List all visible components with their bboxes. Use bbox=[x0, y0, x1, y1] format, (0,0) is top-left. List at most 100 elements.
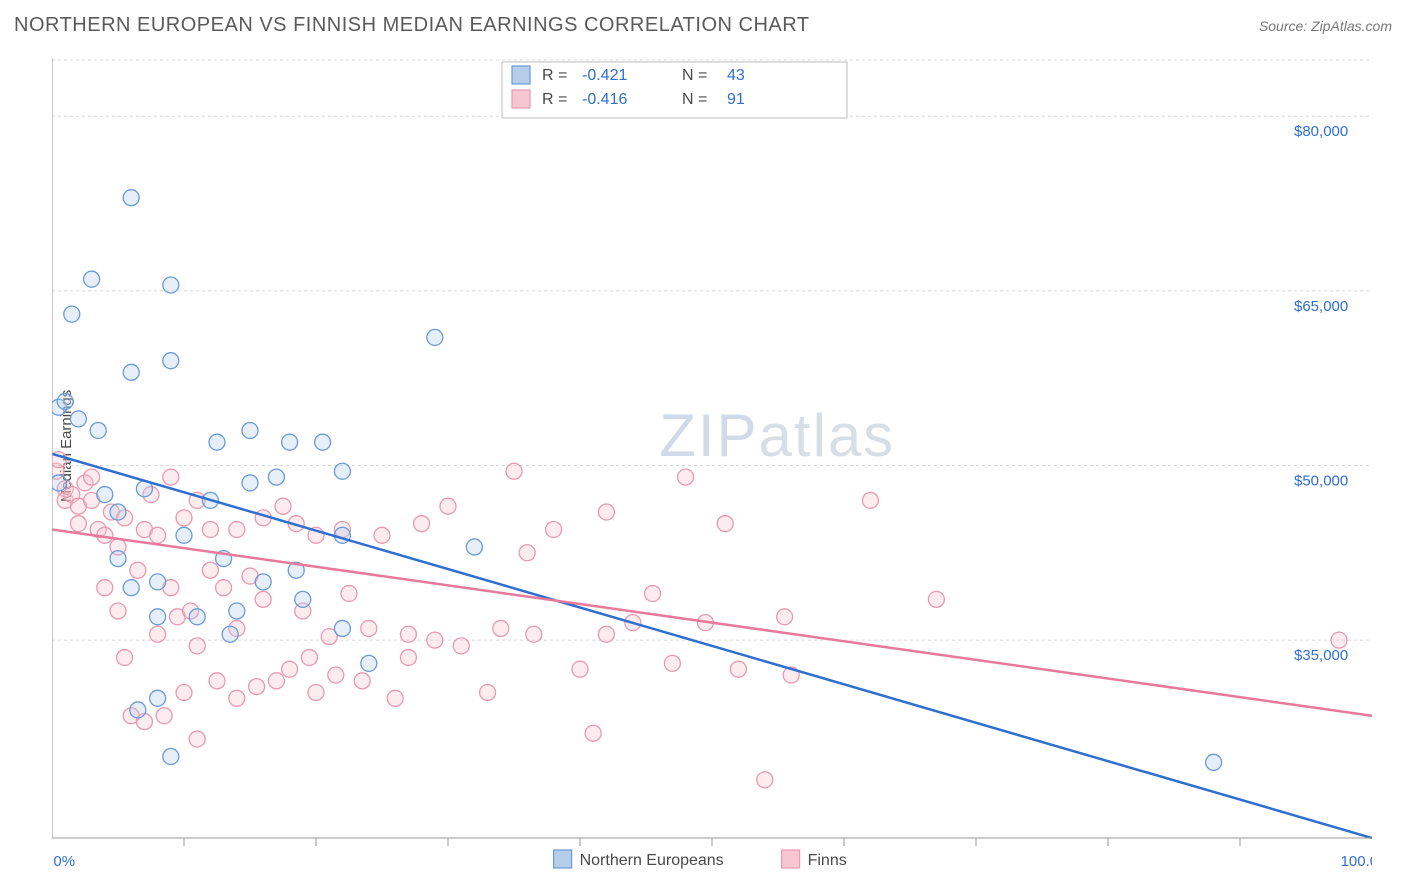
data-point bbox=[110, 504, 126, 520]
series-label: Northern Europeans bbox=[580, 852, 724, 869]
data-point bbox=[176, 527, 192, 543]
data-point bbox=[110, 551, 126, 567]
data-point bbox=[70, 516, 86, 532]
data-point bbox=[466, 539, 482, 555]
data-point bbox=[387, 690, 403, 706]
series-label: Finns bbox=[808, 852, 847, 869]
data-point bbox=[1331, 632, 1347, 648]
data-point bbox=[150, 574, 166, 590]
legend-n-label: N = bbox=[682, 67, 707, 84]
data-point bbox=[249, 679, 265, 695]
data-point bbox=[52, 475, 67, 491]
data-point bbox=[163, 469, 179, 485]
data-point bbox=[664, 655, 680, 671]
source-label: Source: ZipAtlas.com bbox=[1259, 18, 1392, 34]
series-swatch bbox=[554, 850, 572, 868]
data-point bbox=[202, 521, 218, 537]
y-tick-label: $80,000 bbox=[1294, 123, 1348, 140]
data-point bbox=[123, 580, 139, 596]
data-point bbox=[209, 434, 225, 450]
data-point bbox=[414, 516, 430, 532]
data-point bbox=[282, 661, 298, 677]
data-point bbox=[255, 574, 271, 590]
data-point bbox=[222, 626, 238, 642]
y-tick-label: $35,000 bbox=[1294, 647, 1348, 664]
series-swatch bbox=[782, 850, 800, 868]
chart-area: $35,000$50,000$65,000$80,000ZIPatlas0.0%… bbox=[52, 58, 1372, 838]
data-point bbox=[57, 393, 73, 409]
data-point bbox=[777, 609, 793, 625]
data-point bbox=[84, 271, 100, 287]
data-point bbox=[242, 423, 258, 439]
chart-title: NORTHERN EUROPEAN VS FINNISH MEDIAN EARN… bbox=[14, 14, 810, 37]
data-point bbox=[400, 626, 416, 642]
y-tick-label: $50,000 bbox=[1294, 472, 1348, 489]
legend-n-label: N = bbox=[682, 91, 707, 108]
data-point bbox=[150, 690, 166, 706]
data-point bbox=[427, 632, 443, 648]
legend-swatch bbox=[512, 90, 530, 108]
data-point bbox=[189, 609, 205, 625]
data-point bbox=[598, 504, 614, 520]
data-point bbox=[361, 620, 377, 636]
data-point bbox=[480, 684, 496, 700]
data-point bbox=[150, 527, 166, 543]
data-point bbox=[84, 469, 100, 485]
data-point bbox=[730, 661, 746, 677]
data-point bbox=[400, 650, 416, 666]
data-point bbox=[242, 475, 258, 491]
data-point bbox=[374, 527, 390, 543]
data-point bbox=[90, 423, 106, 439]
data-point bbox=[229, 603, 245, 619]
data-point bbox=[585, 725, 601, 741]
data-point bbox=[150, 609, 166, 625]
data-point bbox=[341, 586, 357, 602]
data-point bbox=[440, 498, 456, 514]
data-point bbox=[295, 591, 311, 607]
legend-swatch bbox=[512, 66, 530, 84]
data-point bbox=[862, 492, 878, 508]
data-point bbox=[645, 586, 661, 602]
data-point bbox=[328, 667, 344, 683]
data-point bbox=[176, 510, 192, 526]
data-point bbox=[229, 521, 245, 537]
data-point bbox=[757, 772, 773, 788]
data-point bbox=[70, 411, 86, 427]
legend-n-value: 43 bbox=[727, 67, 745, 84]
data-point bbox=[110, 603, 126, 619]
data-point bbox=[334, 463, 350, 479]
data-point bbox=[268, 673, 284, 689]
data-point bbox=[163, 353, 179, 369]
data-point bbox=[354, 673, 370, 689]
data-point bbox=[453, 638, 469, 654]
data-point bbox=[156, 708, 172, 724]
data-point bbox=[526, 626, 542, 642]
data-point bbox=[928, 591, 944, 607]
data-point bbox=[123, 190, 139, 206]
data-point bbox=[493, 620, 509, 636]
legend-r-value: -0.421 bbox=[582, 67, 627, 84]
data-point bbox=[598, 626, 614, 642]
legend-n-value: 91 bbox=[727, 91, 745, 108]
scatter-chart: $35,000 $50,000 $65,000 $80,000 ZIPatlas 0.0%… bbox=[52, 58, 1372, 878]
data-point bbox=[229, 690, 245, 706]
data-point bbox=[427, 329, 443, 345]
data-point bbox=[117, 650, 133, 666]
legend-r-label: R = bbox=[542, 67, 567, 84]
data-point bbox=[123, 364, 139, 380]
watermark: ZIPatlas bbox=[659, 402, 895, 469]
data-point bbox=[163, 749, 179, 765]
legend-r-label: R = bbox=[542, 91, 567, 108]
data-point bbox=[64, 306, 80, 322]
data-point bbox=[1206, 754, 1222, 770]
data-point bbox=[546, 521, 562, 537]
data-point bbox=[572, 661, 588, 677]
data-point bbox=[209, 673, 225, 689]
y-tick-label: $65,000 bbox=[1294, 298, 1348, 315]
data-point bbox=[130, 702, 146, 718]
legend-r-value: -0.416 bbox=[582, 91, 627, 108]
data-point bbox=[97, 580, 113, 596]
x-tick-label: 0.0% bbox=[52, 853, 75, 870]
data-point bbox=[97, 487, 113, 503]
x-tick-label: 100.0% bbox=[1341, 853, 1372, 870]
